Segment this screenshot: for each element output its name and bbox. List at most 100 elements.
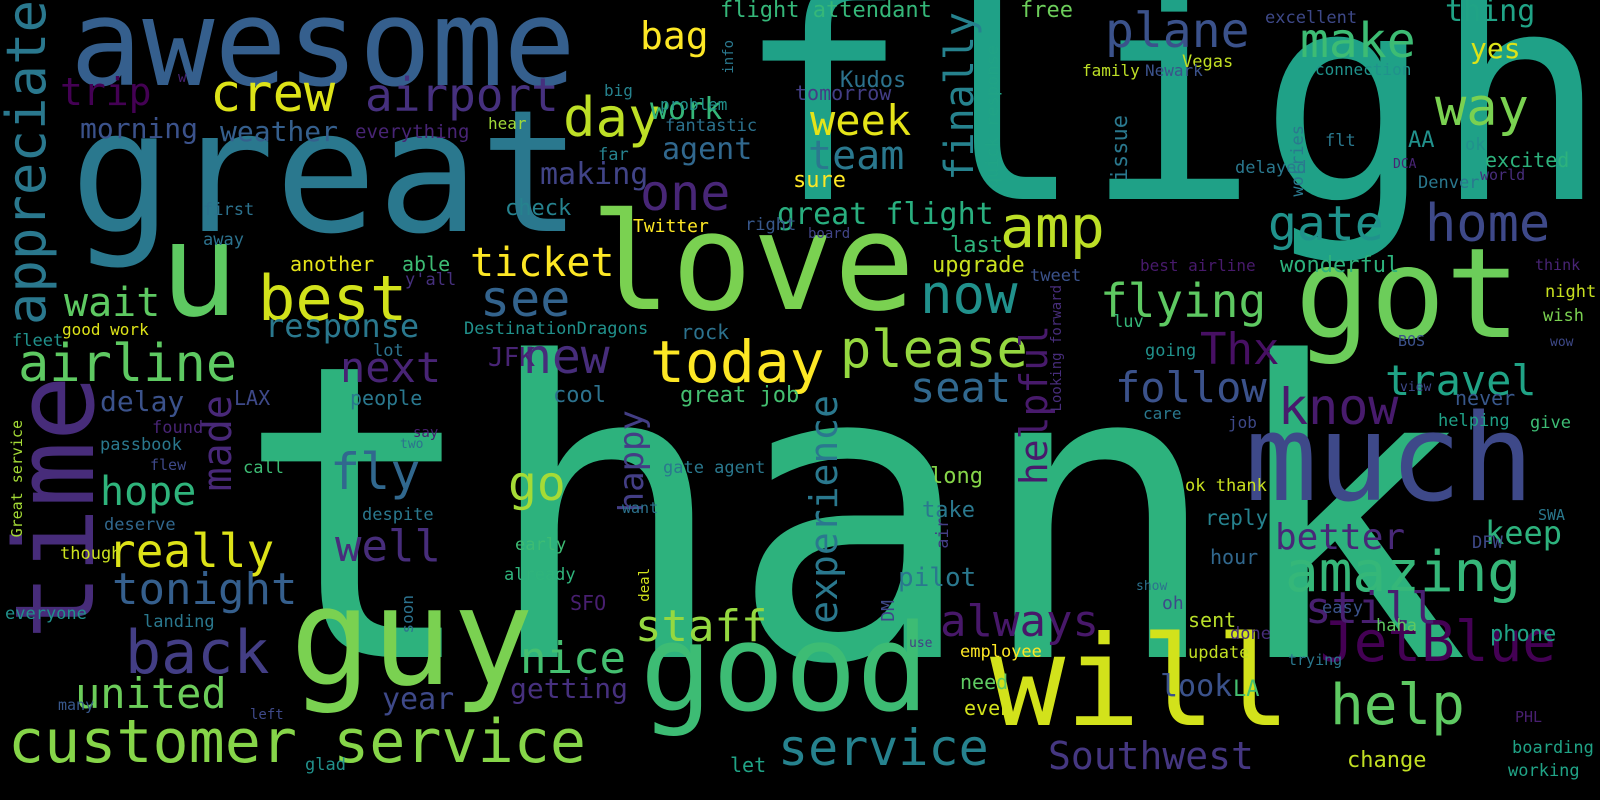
word-gate-agent: gate agent: [663, 458, 766, 478]
word-y-all: y'all: [405, 270, 457, 290]
word-well: well: [335, 521, 441, 572]
word-long: long: [930, 464, 983, 489]
word-agent: agent: [662, 132, 753, 167]
word-airport: airport: [365, 68, 559, 122]
word-dm: DM: [878, 600, 899, 622]
word-travel: travel: [1385, 356, 1537, 405]
word-look: look: [1160, 669, 1233, 704]
word-follow: follow: [1115, 363, 1267, 412]
word-trying: trying: [1288, 651, 1343, 669]
word-last: last: [950, 233, 1003, 258]
word-denver: Denver: [1418, 173, 1480, 193]
word-team: team: [808, 133, 905, 179]
word-looking-forward: Looking forward: [1049, 285, 1065, 412]
word-make: make: [1300, 13, 1416, 69]
word-able: able: [402, 252, 451, 276]
word-luv: luv: [1113, 312, 1144, 332]
word-phl: PHL: [1515, 708, 1543, 726]
word-gate: gate: [1268, 196, 1384, 252]
word-world: world: [1480, 166, 1526, 184]
word-sfo: SFO: [570, 591, 607, 615]
word-far: far: [598, 145, 629, 165]
word-everyone: everyone: [5, 604, 87, 624]
word-newark: Newark: [1145, 61, 1203, 80]
word-morning: morning: [80, 112, 199, 145]
word-really: really: [108, 524, 275, 578]
word-seat: seat: [910, 363, 1012, 412]
word-fly: fly: [330, 443, 421, 501]
word-going: going: [1145, 341, 1197, 361]
word-quick-response: quick response: [983, 45, 1003, 189]
word-w: w: [178, 70, 187, 86]
word-service: service: [778, 719, 989, 777]
word-go: go: [508, 456, 566, 512]
word-say: say: [413, 425, 439, 441]
word-despite: despite: [362, 505, 434, 525]
word-great: great: [70, 74, 582, 272]
word-update: update: [1188, 643, 1250, 663]
word-take: take: [922, 498, 975, 523]
word-better: better: [1275, 517, 1406, 558]
word-bag: bag: [640, 14, 709, 58]
word-working: working: [1508, 761, 1580, 781]
word-flying: flying: [1100, 274, 1267, 328]
word-day: day: [563, 86, 661, 149]
word-best-airline: best airline: [1140, 256, 1256, 275]
word-haha: haha: [1376, 616, 1417, 636]
word-now: now: [920, 263, 1018, 326]
word-southwest: Southwest: [1048, 734, 1254, 778]
word-board: board: [808, 226, 851, 242]
word-way: way: [1435, 78, 1529, 138]
word-sure: sure: [793, 168, 846, 193]
word-amazing: amazing: [1285, 540, 1522, 605]
word-show: show: [1136, 579, 1168, 594]
word-customer-service: customer service: [8, 707, 586, 777]
word-dca: DCA: [1393, 157, 1417, 172]
word-info: info: [721, 40, 737, 74]
word-please: please: [840, 320, 1028, 380]
word-care: care: [1143, 404, 1182, 423]
word-response: response: [265, 307, 420, 345]
word-phone: phone: [1490, 622, 1557, 647]
word-boarding: boarding: [1512, 738, 1594, 758]
word-wow: wow: [1550, 335, 1574, 350]
word-jfk: JFK: [488, 343, 535, 373]
word-see: see: [480, 270, 571, 328]
word-ticket: ticket: [470, 240, 615, 286]
word-though: though: [60, 544, 122, 564]
word-want: want: [622, 499, 659, 517]
word-great-service: Great service: [8, 420, 26, 538]
word-swa: SWA: [1538, 506, 1566, 524]
word-let: let: [730, 753, 767, 777]
word-know: know: [1278, 378, 1399, 436]
word-fantastic: fantastic: [665, 116, 758, 136]
word-staff: staff: [635, 601, 768, 652]
word-amp: amp: [1000, 193, 1105, 261]
word-flew: flew: [150, 456, 187, 474]
word-rock: rock: [681, 320, 730, 344]
word-use: use: [909, 636, 933, 651]
word-glad: glad: [305, 755, 346, 775]
word-destinationdragons: DestinationDragons: [464, 319, 649, 339]
word-landing: landing: [143, 612, 215, 632]
word-experience: experience: [802, 395, 846, 624]
word-bos: BOS: [1398, 332, 1426, 350]
word-two: two: [400, 437, 424, 452]
word-trip: trip: [60, 70, 152, 114]
word-home: home: [1425, 194, 1551, 254]
word-finally: finally: [937, 12, 983, 181]
word-big: big: [604, 81, 633, 100]
word-airline: airline: [18, 334, 238, 394]
word-upgrade: upgrade: [932, 253, 1025, 278]
word-tomorrow: tomorrow: [795, 81, 892, 105]
word-delayed: delayed: [1235, 158, 1307, 178]
word-plane: plane: [1105, 3, 1250, 59]
word-good: good: [640, 600, 929, 739]
word-soon: soon: [398, 595, 417, 634]
word-jetblue: JetBlue: [1320, 610, 1557, 675]
word-la: LA: [1233, 677, 1260, 702]
word-passbook: passbook: [100, 435, 182, 455]
word-night: night: [1545, 282, 1597, 302]
word-issue: issue: [1108, 115, 1133, 182]
word-love: love: [590, 184, 916, 341]
